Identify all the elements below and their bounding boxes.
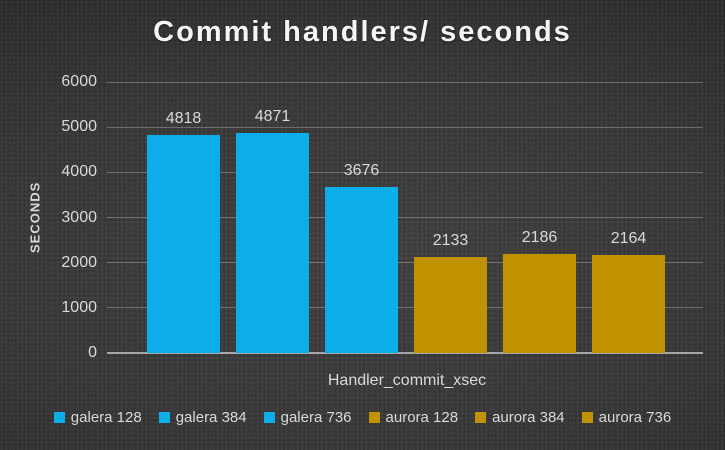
bar-galera-736 xyxy=(325,187,398,353)
bar-galera-384 xyxy=(236,133,309,353)
bar-value-label: 4871 xyxy=(254,108,291,125)
gridline xyxy=(107,126,703,128)
y-tick-label: 3000 xyxy=(61,208,97,226)
x-axis-category-label: Handler_commit_xsec xyxy=(327,372,487,389)
gridline xyxy=(107,81,703,83)
legend-swatch-icon xyxy=(581,412,593,423)
y-tick-label: 1000 xyxy=(61,298,97,316)
bar-galera-128 xyxy=(147,135,220,353)
bar-value-label: 3676 xyxy=(343,162,380,179)
y-tick-label: 5000 xyxy=(61,118,97,136)
legend-swatch-icon xyxy=(263,412,275,423)
legend-swatch-icon xyxy=(475,412,487,423)
bar-value-label: 2186 xyxy=(521,229,558,246)
legend-item-galera-384: galera 384 xyxy=(158,409,247,426)
legend-item-aurora-384: aurora 384 xyxy=(475,409,565,426)
legend-swatch-icon xyxy=(53,412,65,423)
bar-aurora-128 xyxy=(414,257,487,353)
legend-label: aurora 128 xyxy=(385,409,459,426)
x-axis-line xyxy=(107,352,703,354)
legend-label: galera 384 xyxy=(175,409,247,426)
bar-value-label: 2164 xyxy=(610,230,647,247)
bar-value-label: 2133 xyxy=(432,232,469,249)
legend-label: aurora 736 xyxy=(598,409,672,426)
legend-label: aurora 384 xyxy=(492,409,565,426)
y-tick-label: 0 xyxy=(88,344,97,361)
chart-title: Commit handlers/ seconds xyxy=(153,16,572,48)
legend-item-galera-128: galera 128 xyxy=(53,409,142,426)
plot-area: 4818 4871 3676 2133 2186 2164 xyxy=(107,81,703,354)
gridline xyxy=(107,217,703,218)
legend-label: galera 128 xyxy=(70,409,142,426)
bar-aurora-736 xyxy=(592,255,665,353)
y-tick-label: 6000 xyxy=(61,73,97,90)
legend-item-galera-736: galera 736 xyxy=(263,409,352,426)
bar-value-label: 4818 xyxy=(165,110,202,127)
gridline xyxy=(107,171,703,173)
y-tick-label: 2000 xyxy=(61,253,97,271)
chart-legend: galera 128 galera 384 galera 736 aurora 128… xyxy=(0,409,725,426)
legend-item-aurora-736: aurora 736 xyxy=(581,409,672,426)
legend-item-aurora-128: aurora 128 xyxy=(368,409,459,426)
legend-swatch-icon xyxy=(158,412,170,423)
bar-aurora-384 xyxy=(503,254,576,353)
legend-label: galera 736 xyxy=(280,409,352,426)
y-tick-label: 4000 xyxy=(61,163,97,181)
y-axis-tick-labels: 0 1000 2000 3000 4000 5000 6000 xyxy=(0,73,97,361)
legend-swatch-icon xyxy=(368,412,380,423)
gridline xyxy=(107,262,703,264)
gridline xyxy=(107,307,703,309)
